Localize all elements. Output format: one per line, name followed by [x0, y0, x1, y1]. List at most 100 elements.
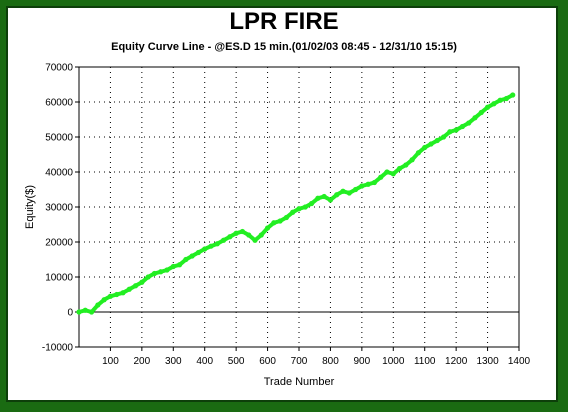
equity-point: [151, 270, 158, 277]
equity-point: [340, 188, 346, 194]
equity-point: [484, 104, 491, 110]
equity-point: [246, 232, 252, 238]
equity-point: [277, 218, 283, 224]
equity-point: [264, 225, 271, 231]
equity-point: [384, 169, 390, 175]
equity-point: [459, 123, 466, 130]
x-tick-label: 900: [354, 356, 371, 367]
equity-point: [365, 181, 371, 187]
equity-point: [239, 228, 246, 235]
x-tick-label: 1300: [476, 356, 499, 367]
y-tick-label: 50000: [45, 133, 73, 144]
equity-point: [114, 291, 120, 298]
y-tick-label: 70000: [45, 63, 73, 74]
y-axis-label: Equity($): [24, 185, 36, 229]
equity-point: [422, 144, 428, 151]
equity-point: [296, 206, 302, 212]
x-tick-label: 500: [228, 356, 245, 367]
equity-point: [466, 120, 472, 126]
tick-labels: 100 200 300 400 500 600 700 800 900 1000 1100 1200 1…: [42, 63, 531, 368]
x-tick-label: 1400: [508, 356, 531, 367]
equity-point: [82, 307, 88, 313]
x-tick-label: 400: [196, 356, 213, 367]
x-tick-label: 100: [102, 356, 119, 367]
x-tick-label: 700: [291, 356, 308, 367]
equity-point: [302, 204, 308, 210]
x-axis-label: Trade Number: [264, 376, 335, 388]
y-tick-label: -10000: [42, 343, 74, 354]
equity-points: [76, 92, 516, 315]
y-tick-label: 10000: [45, 273, 73, 284]
y-tick-label: 60000: [45, 98, 73, 109]
chart-title: LPR FIRE: [229, 8, 339, 35]
equity-point: [352, 186, 359, 193]
equity-point: [321, 193, 327, 200]
equity-point: [76, 309, 82, 315]
equity-point: [478, 109, 484, 116]
equity-point: [120, 290, 126, 296]
equity-point: [472, 115, 478, 121]
equity-point: [233, 230, 239, 236]
x-tick-label: 200: [134, 356, 151, 367]
equity-point: [453, 127, 459, 133]
equity-point: [158, 269, 164, 275]
equity-point: [308, 200, 315, 207]
x-tick-label: 1000: [382, 356, 405, 367]
equity-point: [208, 243, 214, 249]
chart-subtitle: Equity Curve Line - @ES.D 15 min.(01/02/…: [111, 41, 457, 53]
equity-point: [107, 293, 114, 299]
equity-point: [227, 234, 233, 240]
equity-point: [101, 297, 107, 303]
equity-point: [214, 241, 220, 247]
equity-point: [510, 92, 516, 98]
x-tick-label: 800: [322, 356, 339, 367]
equity-point: [403, 162, 409, 168]
y-tick-label: 40000: [45, 168, 73, 179]
equity-point: [497, 97, 503, 103]
equity-point: [202, 246, 208, 252]
equity-point: [195, 249, 202, 256]
y-tick-label: 0: [67, 308, 73, 319]
equity-point: [220, 237, 227, 243]
equity-point: [170, 263, 176, 270]
x-tick-label: 300: [165, 356, 182, 367]
equity-point: [378, 174, 384, 180]
equity-point: [252, 237, 258, 243]
equity-point: [258, 232, 264, 238]
axis-ticks: [75, 66, 520, 351]
equity-point: [126, 286, 132, 292]
equity-point: [447, 129, 453, 135]
equity-curve-line: [77, 93, 515, 314]
y-tick-label: 20000: [45, 238, 73, 249]
chart-frame: [6, 6, 558, 402]
x-tick-label: 1100: [414, 356, 436, 367]
equity-point: [145, 274, 151, 280]
equity-point: [491, 101, 497, 107]
x-tick-label: 600: [259, 356, 276, 367]
equity-point: [139, 279, 145, 285]
equity-point: [189, 253, 195, 259]
equity-point: [409, 157, 415, 163]
equity-point: [390, 171, 396, 177]
y-tick-label: 30000: [45, 203, 73, 214]
equity-point: [396, 165, 403, 172]
equity-point: [271, 220, 277, 226]
equity-point: [95, 302, 101, 308]
equity-point: [428, 141, 434, 147]
equity-point: [283, 214, 290, 221]
equity-point: [88, 309, 95, 315]
equity-point: [359, 183, 365, 189]
equity-point: [346, 190, 352, 196]
equity-point: [371, 179, 378, 186]
equity-point: [183, 256, 189, 263]
equity-point: [132, 283, 139, 289]
x-tick-label: 1200: [445, 356, 468, 367]
equity-point: [315, 195, 321, 201]
equity-point: [440, 134, 447, 140]
equity-point: [503, 95, 510, 102]
equity-point: [434, 137, 440, 144]
equity-point: [290, 209, 296, 215]
equity-point: [334, 192, 340, 198]
equity-point: [415, 150, 422, 156]
